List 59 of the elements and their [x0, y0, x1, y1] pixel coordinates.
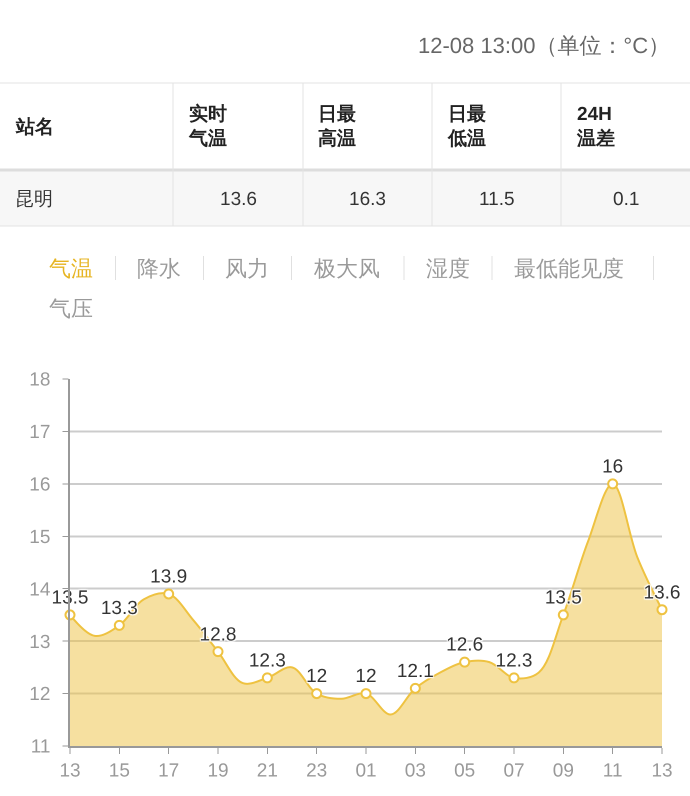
text: 昆明	[15, 189, 53, 210]
point	[607, 478, 618, 490]
point	[262, 672, 273, 684]
text: 11.5	[479, 189, 515, 210]
y-tick-label: 16	[29, 474, 50, 496]
x-tick-label: 13	[59, 760, 81, 782]
point	[459, 656, 470, 668]
data-label: 13.9	[150, 566, 188, 588]
text: 极大风	[313, 256, 380, 281]
point	[508, 672, 520, 684]
data-label: 16	[602, 456, 624, 478]
text: 24H温差	[576, 104, 615, 150]
text: 16.3	[349, 189, 386, 210]
chart-subtitle: 12-08 13:00（单位：°C）	[418, 33, 670, 58]
x-tick-label: 03	[404, 760, 426, 782]
point	[656, 604, 668, 616]
point	[212, 646, 224, 658]
x-tick-label: 15	[108, 760, 130, 782]
data-label: 12	[306, 666, 328, 688]
data-label: 12	[355, 666, 377, 688]
text: 站名	[15, 116, 54, 138]
text: 气温	[49, 256, 93, 281]
y-tick-label: 14	[29, 579, 51, 600]
point	[311, 688, 322, 700]
y-tick-label: 17	[29, 422, 50, 444]
point	[360, 688, 372, 700]
text: 降水	[137, 256, 181, 281]
x-tick-label: 21	[256, 760, 278, 782]
y-tick-label: 13	[29, 632, 50, 653]
text: 13.6	[220, 189, 257, 210]
y-tick-label: 15	[29, 526, 50, 548]
data-label: 12.1	[396, 660, 434, 682]
y-tick-label: 11	[30, 736, 50, 758]
y-tick-label: 12	[29, 684, 50, 706]
point	[114, 620, 125, 631]
point	[558, 609, 569, 620]
point	[410, 682, 421, 694]
text: 日最低温	[447, 104, 486, 150]
text: 气压	[49, 296, 93, 321]
x-tick-label: 17	[158, 760, 180, 782]
x-tick-label: 05	[454, 760, 476, 782]
data-label: 12.3	[496, 650, 532, 672]
x-tick-label: 09	[552, 760, 574, 782]
text: 最低能见度	[514, 256, 624, 281]
x-tick-label: 13	[651, 760, 673, 782]
x-tick-label: 11	[602, 760, 623, 782]
x-tick-label: 19	[207, 760, 229, 782]
x-tick-label: 07	[503, 760, 525, 782]
text: 0.1	[613, 189, 640, 210]
text: 风力	[225, 256, 269, 281]
data-label: 12.3	[248, 650, 286, 672]
x-tick-label: 01	[355, 760, 377, 782]
text: 实时气温	[188, 103, 227, 150]
x-tick-label: 23	[306, 760, 328, 782]
text: 日最高温	[318, 104, 356, 150]
data-label: 12.6	[446, 634, 484, 656]
text: 湿度	[426, 256, 470, 281]
y-tick-label: 18	[29, 370, 50, 391]
point	[163, 588, 174, 600]
